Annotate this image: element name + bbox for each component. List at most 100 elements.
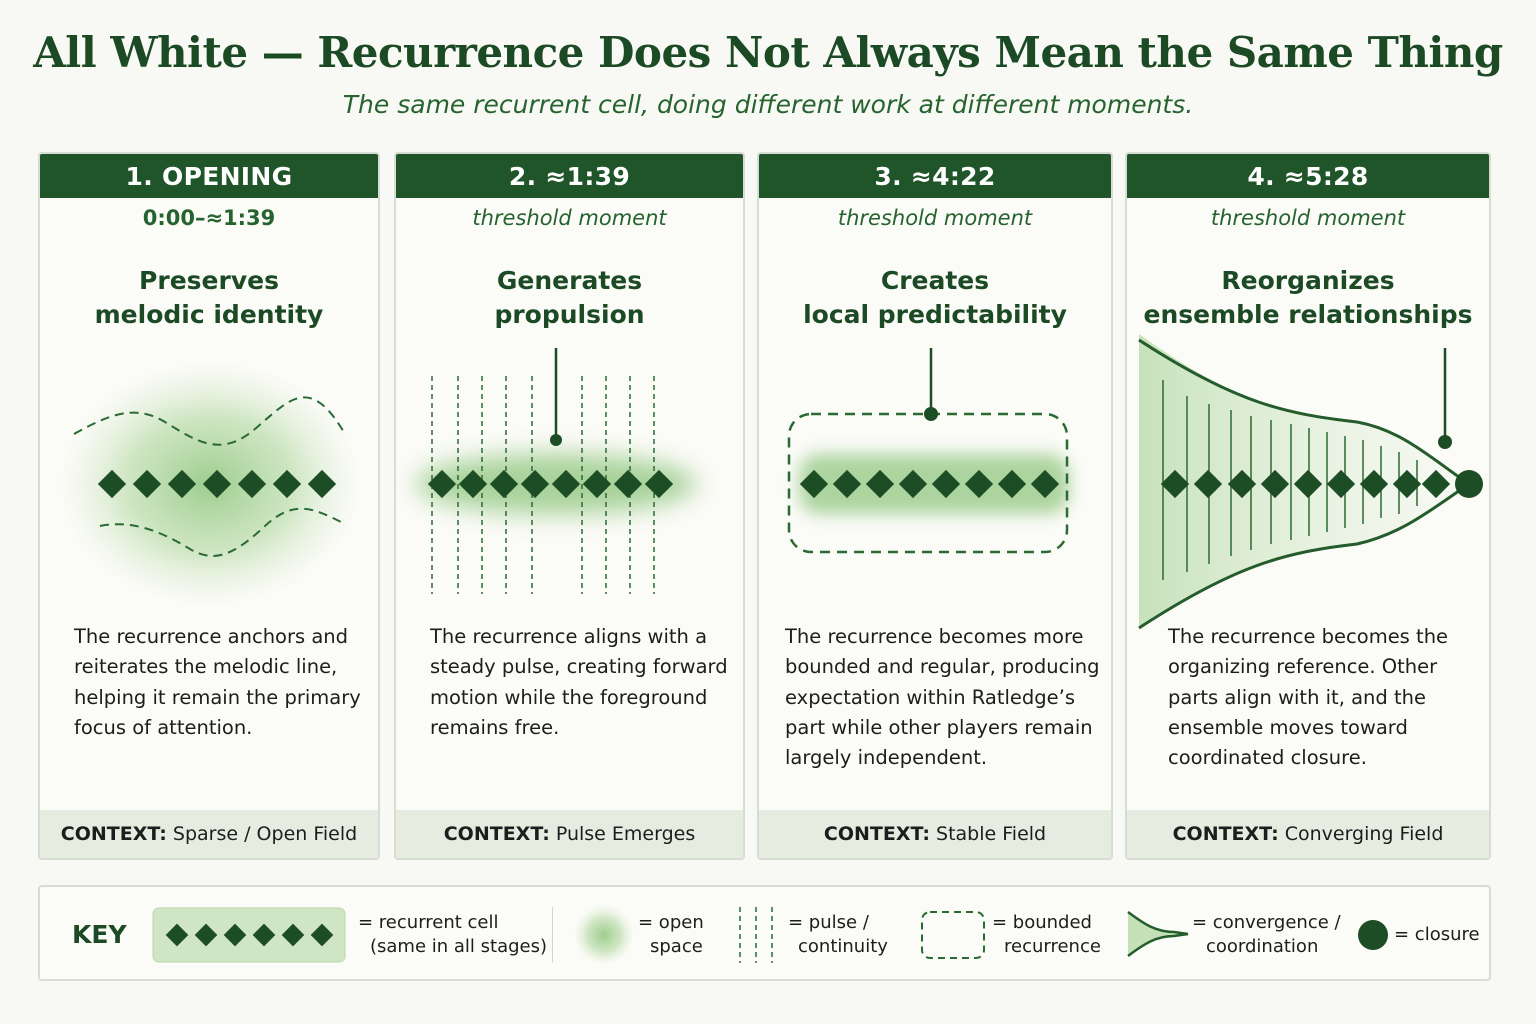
diamond-icon [1160,469,1190,499]
convergence-lower-curve [1138,482,1470,630]
desc-line: part while other players remain [785,715,1093,739]
closure-dot-icon [1455,470,1483,498]
desc-line: coordinated closure. [1168,746,1367,770]
context-value: Pulse Emerges [555,823,696,845]
context-value: Sparse / Open Field [172,823,358,845]
diamond-icon [931,469,961,499]
key-label-line: = open [638,912,704,933]
key-label-line: = recurrent cell [358,912,499,933]
panel-role: Reorganizes ensemble relationships [1127,264,1489,332]
pulse-diagram [416,348,696,594]
panel-description: The recurrence becomes more bounded and … [785,622,1099,773]
key-label-line: coordination [1206,936,1319,957]
key-label: = pulse / continuity [788,911,888,959]
diamond-icon [898,469,928,499]
diamond-icon [799,469,829,499]
panel-opening: 1. OPENING 0:00–≈1:39 Preserves melodic … [38,152,380,860]
role-line-1: Reorganizes [1221,266,1395,295]
key-label-line: = bounded [992,912,1092,933]
context-value: Stable Field [936,823,1047,845]
role-line-2: ensemble relationships [1143,300,1473,329]
key-label: = closure [1394,924,1480,945]
desc-line: ensemble moves toward [1168,715,1408,739]
role-line-2: melodic identity [94,300,324,329]
desc-line: parts align with it, and the [1168,685,1426,709]
dashed-contour-top [73,396,346,446]
context-label: CONTEXT: [60,823,167,845]
desc-line: reiterates the melodic line, [74,655,338,679]
diamond-icon [551,469,581,499]
desc-line: focus of attention. [74,715,253,739]
panel-header: 2. ≈1:39 [396,154,743,198]
recurrent-cell [799,469,1060,499]
diamond-icon [1326,469,1356,499]
diamond-icon [1421,469,1451,499]
key-pulse: = pulse / continuity [734,887,914,983]
diamond-icon [644,469,674,499]
convergence-upper-curve [1138,338,1470,486]
dashed-boundary [787,412,1069,554]
diamond-icon [1260,469,1290,499]
key-recurrent-cell: = recurrent cell (same in all stages) [152,887,552,983]
key-closure: = closure [1356,887,1486,983]
page-subtitle: The same recurrent cell, doing different… [342,90,1194,119]
panel-role: Preserves melodic identity [40,264,378,332]
bounded-diagram [787,348,1069,554]
diamond-icon [1227,469,1257,499]
role-line-1: Creates [880,266,990,295]
desc-line: steady pulse, creating forward [430,655,728,679]
key-label-line: recurrence [1004,936,1101,957]
desc-line: bounded and regular, producing [785,655,1100,679]
recurrent-cell [1160,469,1451,499]
dashed-box-icon [921,911,985,959]
open-field-diagram [60,362,360,606]
desc-line: The recurrence becomes more [785,625,1084,648]
panel-header: 1. OPENING [40,154,378,198]
pointer-dot [1438,435,1452,449]
diamond-icon [1392,469,1422,499]
diamond-icon [1359,469,1389,499]
panel-header: 3. ≈4:22 [759,154,1111,198]
panel-role: Creates local predictability [759,264,1111,332]
diamond-icon [613,469,643,499]
diamond-icon [520,469,550,499]
panel-description: The recurrence aligns with a steady puls… [430,622,728,743]
panel-subheading: threshold moment [837,206,1033,230]
key-label-line: continuity [798,936,888,957]
role-line-2: propulsion [494,300,645,329]
panel-role: Generates propulsion [396,264,743,332]
desc-line: The recurrence anchors and [74,625,349,648]
pointer-dot [550,434,562,446]
diamond-icon [964,469,994,499]
glow-icon [574,905,634,965]
key-label: = open space [638,911,704,959]
context-label: CONTEXT: [443,823,550,845]
diamond-icon [1030,469,1060,499]
desc-line: organizing reference. Other [1168,655,1438,679]
desc-line: The recurrence becomes the [1168,625,1449,648]
desc-line: helping it remain the primary [74,685,361,709]
legend-key: KEY = recurrent cell (same in all stages… [38,885,1491,981]
role-line-2: local predictability [803,300,1067,329]
key-label-line: space [650,936,703,957]
panel-bounded: 3. ≈4:22 threshold moment Creates local … [757,152,1113,860]
desc-line: expectation within Ratledge’s [785,685,1076,709]
panel-context: CONTEXT: Stable Field [759,810,1111,858]
context-label: CONTEXT: [1172,823,1279,845]
panel-pulse: 2. ≈1:39 threshold moment Generates prop… [394,152,745,860]
recurrent-cell-swatch [152,907,346,963]
panel-header: 4. ≈5:28 [1127,154,1489,198]
key-label-line: (same in all stages) [370,936,548,957]
desc-line: remains free. [430,715,560,739]
key-convergence: = convergence / coordination [1126,887,1356,983]
diamond-icon [582,469,612,499]
key-label-line: = pulse / [788,912,869,933]
key-title: KEY [72,920,127,949]
desc-line: largely independent. [785,746,988,770]
desc-line: motion while the foreground [430,685,708,709]
panel-context: CONTEXT: Pulse Emerges [396,810,743,858]
convergence-icon [1127,910,1189,958]
diamond-icon [1293,469,1323,499]
panel-description: The recurrence becomes the organizing re… [1168,622,1448,773]
desc-line: The recurrence aligns with a [430,625,708,648]
